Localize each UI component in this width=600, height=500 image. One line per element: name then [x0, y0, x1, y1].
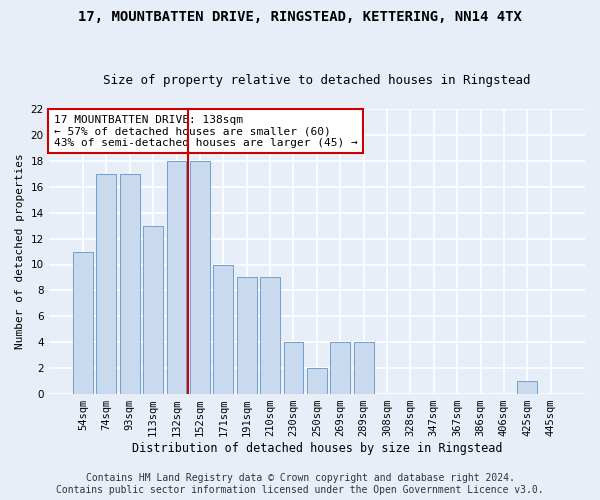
Bar	[143, 226, 163, 394]
Bar	[517, 381, 537, 394]
Title: Size of property relative to detached houses in Ringstead: Size of property relative to detached ho…	[103, 74, 530, 87]
Bar	[260, 278, 280, 394]
Text: 17 MOUNTBATTEN DRIVE: 138sqm
← 57% of detached houses are smaller (60)
43% of se: 17 MOUNTBATTEN DRIVE: 138sqm ← 57% of de…	[54, 114, 358, 148]
Bar	[167, 161, 187, 394]
Bar	[214, 264, 233, 394]
X-axis label: Distribution of detached houses by size in Ringstead: Distribution of detached houses by size …	[131, 442, 502, 455]
Bar	[73, 252, 93, 394]
Bar	[284, 342, 304, 394]
Y-axis label: Number of detached properties: Number of detached properties	[15, 154, 25, 350]
Text: Contains HM Land Registry data © Crown copyright and database right 2024.
Contai: Contains HM Land Registry data © Crown c…	[56, 474, 544, 495]
Bar	[190, 161, 210, 394]
Bar	[353, 342, 374, 394]
Text: 17, MOUNTBATTEN DRIVE, RINGSTEAD, KETTERING, NN14 4TX: 17, MOUNTBATTEN DRIVE, RINGSTEAD, KETTER…	[78, 10, 522, 24]
Bar	[97, 174, 116, 394]
Bar	[237, 278, 257, 394]
Bar	[307, 368, 327, 394]
Bar	[330, 342, 350, 394]
Bar	[120, 174, 140, 394]
